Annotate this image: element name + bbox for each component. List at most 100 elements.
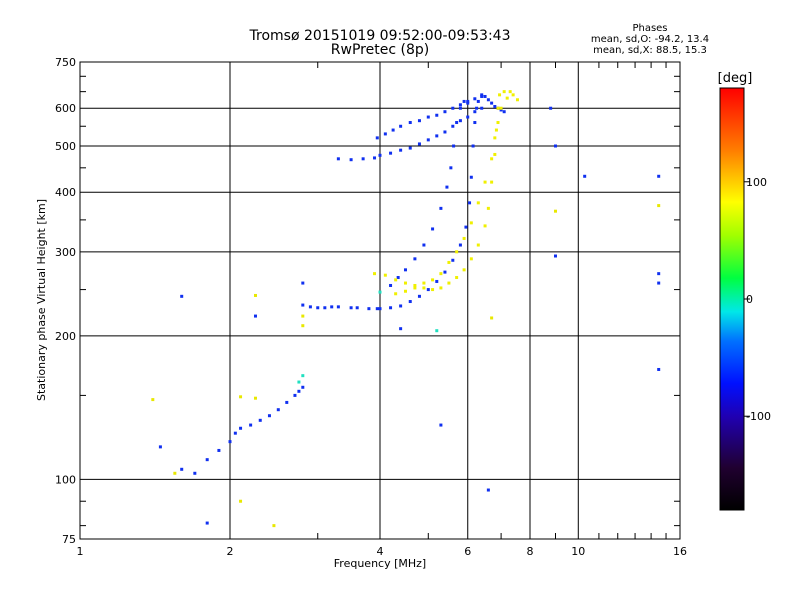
data-point [553, 144, 557, 148]
data-point [462, 99, 466, 103]
data-point [583, 174, 587, 178]
data-point [473, 110, 477, 114]
data-point [466, 115, 470, 119]
data-point [476, 243, 480, 247]
data-point [439, 206, 443, 210]
data-point [657, 281, 661, 285]
data-point [403, 281, 407, 285]
data-point [253, 314, 257, 318]
data-point [493, 136, 497, 140]
data-point [233, 431, 237, 435]
data-point [502, 90, 506, 94]
data-point [458, 243, 462, 247]
data-point [553, 254, 557, 258]
colorbar-tick-label: 0 [746, 293, 753, 306]
data-point [483, 180, 487, 184]
data-point [336, 157, 340, 161]
data-point [490, 101, 494, 105]
data-point [505, 96, 509, 100]
data-point [180, 294, 184, 298]
data-point [468, 201, 472, 205]
data-point [475, 106, 479, 110]
data-point [276, 408, 280, 412]
data-point [228, 440, 232, 444]
data-point [483, 224, 487, 228]
x-tick-label: 10 [571, 545, 585, 558]
data-point [469, 221, 473, 225]
data-point [486, 206, 490, 210]
data-point [496, 106, 500, 110]
data-point [508, 90, 512, 94]
data-point [451, 258, 455, 262]
data-point [417, 142, 421, 146]
x-tick-label: 16 [673, 545, 687, 558]
colorbar-tick-label: 100 [746, 176, 767, 189]
data-point [502, 110, 506, 114]
data-point [496, 121, 500, 125]
data-point [399, 327, 403, 331]
data-point [443, 130, 447, 134]
data-point [480, 94, 484, 98]
data-point [375, 307, 379, 311]
data-point [455, 121, 459, 125]
data-point [336, 305, 340, 309]
data-point [399, 124, 403, 128]
data-point [394, 292, 398, 296]
scatter-series [297, 290, 439, 384]
data-point [349, 306, 353, 310]
data-point [249, 423, 253, 427]
data-point [435, 279, 439, 283]
data-point [180, 467, 184, 471]
data-point [285, 400, 289, 404]
chart-title: Tromsø 20151019 09:52:00-09:53:43 [249, 28, 511, 44]
x-tick-label: 6 [464, 545, 471, 558]
data-point [413, 286, 417, 290]
data-point [403, 268, 407, 272]
data-point [445, 185, 449, 189]
data-point [549, 106, 553, 110]
colorbar [719, 87, 745, 511]
data-point [480, 106, 484, 110]
data-point [394, 278, 398, 282]
data-point [301, 385, 305, 389]
x-tick-label: 2 [227, 545, 234, 558]
data-point [378, 307, 382, 311]
data-point [498, 93, 502, 97]
data-point [399, 304, 403, 308]
data-point [490, 157, 494, 161]
y-tick-label: 200 [55, 330, 76, 343]
data-point [466, 99, 470, 103]
scatter-series [301, 303, 379, 311]
data-point [217, 448, 221, 452]
data-point [422, 286, 426, 290]
data-point [486, 488, 490, 492]
data-point [375, 136, 379, 140]
scatter-series [375, 94, 484, 140]
phase-box-line2: mean, sd,X: 88.5, 15.3 [593, 45, 707, 56]
data-point [308, 305, 312, 309]
data-point [451, 124, 455, 128]
data-point [452, 144, 456, 148]
data-point [480, 93, 484, 97]
data-point [239, 426, 243, 430]
data-point [464, 225, 468, 229]
data-point [301, 374, 305, 378]
data-point [449, 166, 453, 170]
data-point [403, 289, 407, 293]
data-point [361, 157, 365, 161]
data-point [493, 152, 497, 156]
data-point [408, 146, 412, 150]
data-point [413, 257, 417, 261]
scatter-series [336, 106, 484, 162]
data-point [499, 108, 503, 112]
data-point [439, 272, 443, 276]
data-point [205, 521, 209, 525]
data-point [451, 106, 455, 110]
data-point [476, 201, 480, 205]
y-tick-label: 400 [55, 186, 76, 199]
data-point [396, 276, 400, 280]
data-point [486, 98, 490, 102]
data-point [253, 293, 257, 297]
data-point [378, 290, 382, 294]
data-point [399, 148, 403, 152]
